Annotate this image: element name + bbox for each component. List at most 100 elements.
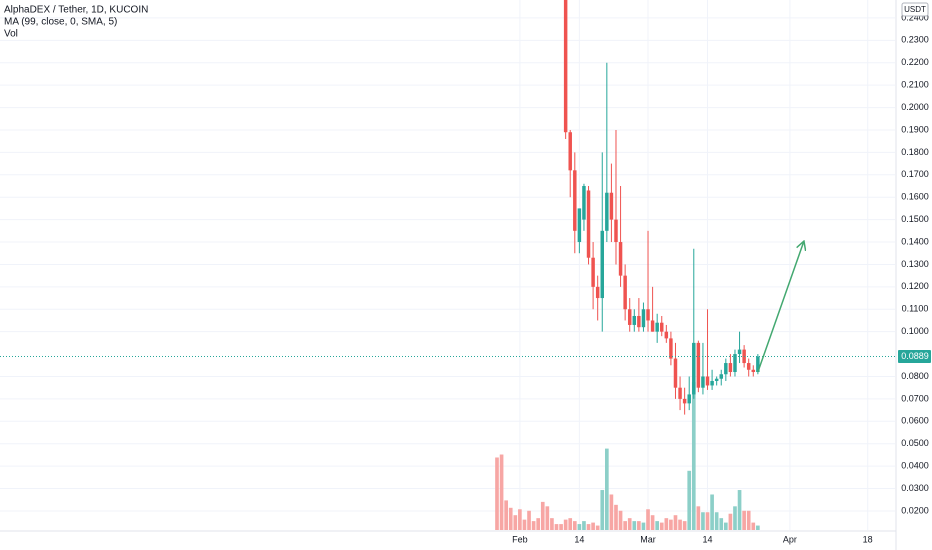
volume-bar — [513, 515, 518, 530]
volume-bar — [655, 521, 660, 530]
candle-body — [733, 354, 737, 373]
volume-bar — [582, 521, 586, 530]
volume-bar — [756, 525, 760, 530]
candle-body — [669, 338, 673, 359]
y-tick-label: 0.0400 — [901, 461, 929, 471]
volume-bar — [746, 510, 751, 530]
candle-body — [577, 208, 582, 243]
candle-body — [692, 342, 696, 395]
candle-body — [655, 322, 659, 332]
y-tick-label: 0.1900 — [901, 124, 929, 134]
volume-bar — [728, 513, 733, 530]
y-tick-label: 0.1800 — [901, 147, 929, 157]
candle-body — [728, 363, 733, 373]
y-tick-label: 0.1600 — [901, 192, 929, 202]
volume-bar — [559, 524, 563, 530]
candle-body — [627, 309, 632, 325]
candle-body — [751, 369, 756, 373]
volume-bar — [572, 521, 577, 530]
volume-bar — [742, 510, 746, 530]
x-tick-label: Feb — [512, 534, 528, 544]
candle-body — [710, 380, 714, 386]
y-tick-label: 0.1100 — [902, 304, 929, 314]
volume-bar — [550, 518, 554, 530]
volume-bar — [641, 522, 646, 530]
y-tick-label: 0.0200 — [901, 505, 929, 515]
candle-body — [618, 242, 623, 276]
candle-body — [696, 342, 701, 388]
y-tick-label: 0.1200 — [901, 281, 929, 291]
candle-body — [591, 257, 595, 287]
candle-body — [641, 309, 646, 328]
x-tick-label: Apr — [783, 534, 797, 544]
volume-bar — [618, 510, 623, 530]
candle-body — [632, 315, 637, 325]
volume-bar — [536, 518, 541, 530]
volume-bar — [527, 510, 531, 530]
candle-body — [568, 132, 572, 171]
x-tick-label: Mar — [640, 534, 656, 544]
indicator-label: MA (99, close, 0, SMA, 5) — [4, 17, 117, 28]
volume-bar — [632, 521, 637, 530]
volume-bar — [627, 518, 632, 530]
volume-bar — [691, 382, 696, 530]
volume-bar — [586, 524, 591, 530]
volume-bar — [646, 509, 650, 530]
volume-bar — [531, 521, 536, 530]
volume-bar — [495, 457, 499, 530]
grid — [0, 0, 895, 530]
volume-bar — [522, 519, 527, 530]
y-tick-label: 0.2300 — [901, 35, 929, 45]
x-tick-label: 14 — [703, 534, 713, 544]
candle-body — [623, 275, 627, 310]
y-tick-label: 0.2200 — [901, 57, 929, 67]
y-tick-label: 0.0500 — [901, 438, 929, 448]
volume-bar — [723, 522, 728, 530]
last-price-label: 0.0889 — [901, 351, 929, 361]
candle-body — [563, 0, 568, 133]
candle-body — [595, 286, 600, 299]
volume-bar — [504, 500, 508, 530]
volume-bar — [669, 519, 673, 530]
arrow — [757, 242, 804, 373]
axes: 0.0200 0.0300 0.0400 0.0500 0.0600 0.0700 0.08… — [512, 12, 931, 544]
currency-label: USDT — [904, 5, 926, 14]
volume-bar — [518, 509, 522, 530]
candle-body — [737, 349, 742, 355]
y-tick-label: 0.1500 — [901, 214, 929, 224]
volume-bar — [508, 507, 513, 530]
volume-bar — [705, 512, 710, 530]
volume-bar — [554, 524, 559, 530]
last-price-box — [898, 350, 931, 364]
volume-bar — [696, 506, 701, 530]
volume-bar — [719, 518, 724, 530]
candle-body — [650, 320, 655, 332]
volume-bar — [540, 501, 545, 530]
volume-bar — [650, 515, 655, 530]
candle-body — [719, 374, 723, 379]
y-tick-label: 0.0800 — [901, 371, 929, 381]
candle-body — [673, 358, 678, 388]
y-tick-label: 0.1000 — [901, 326, 929, 336]
volume-bar — [682, 521, 687, 530]
volume-bar — [678, 519, 682, 530]
candle-body — [609, 192, 614, 220]
y-tick-label: 0.2400 — [901, 12, 929, 22]
volume-bar — [701, 512, 705, 530]
volume-bar — [751, 522, 756, 530]
volume-bar — [687, 470, 692, 530]
candle-body — [756, 356, 760, 373]
volume-bar — [577, 524, 582, 530]
volume-bar — [710, 494, 714, 530]
candle-body — [746, 363, 751, 370]
volume-bar — [664, 518, 669, 530]
volume-bar — [595, 525, 600, 530]
volume-bar — [733, 506, 737, 530]
chart-title: AlphaDEX / Tether, 1D, KUCOIN — [4, 5, 148, 16]
volume-bar — [673, 515, 678, 530]
volume-bar — [714, 512, 719, 530]
y-tick-label: 0.1400 — [901, 236, 929, 246]
candle-body — [646, 309, 650, 321]
candle-body — [582, 186, 586, 220]
candle-body — [573, 170, 577, 231]
